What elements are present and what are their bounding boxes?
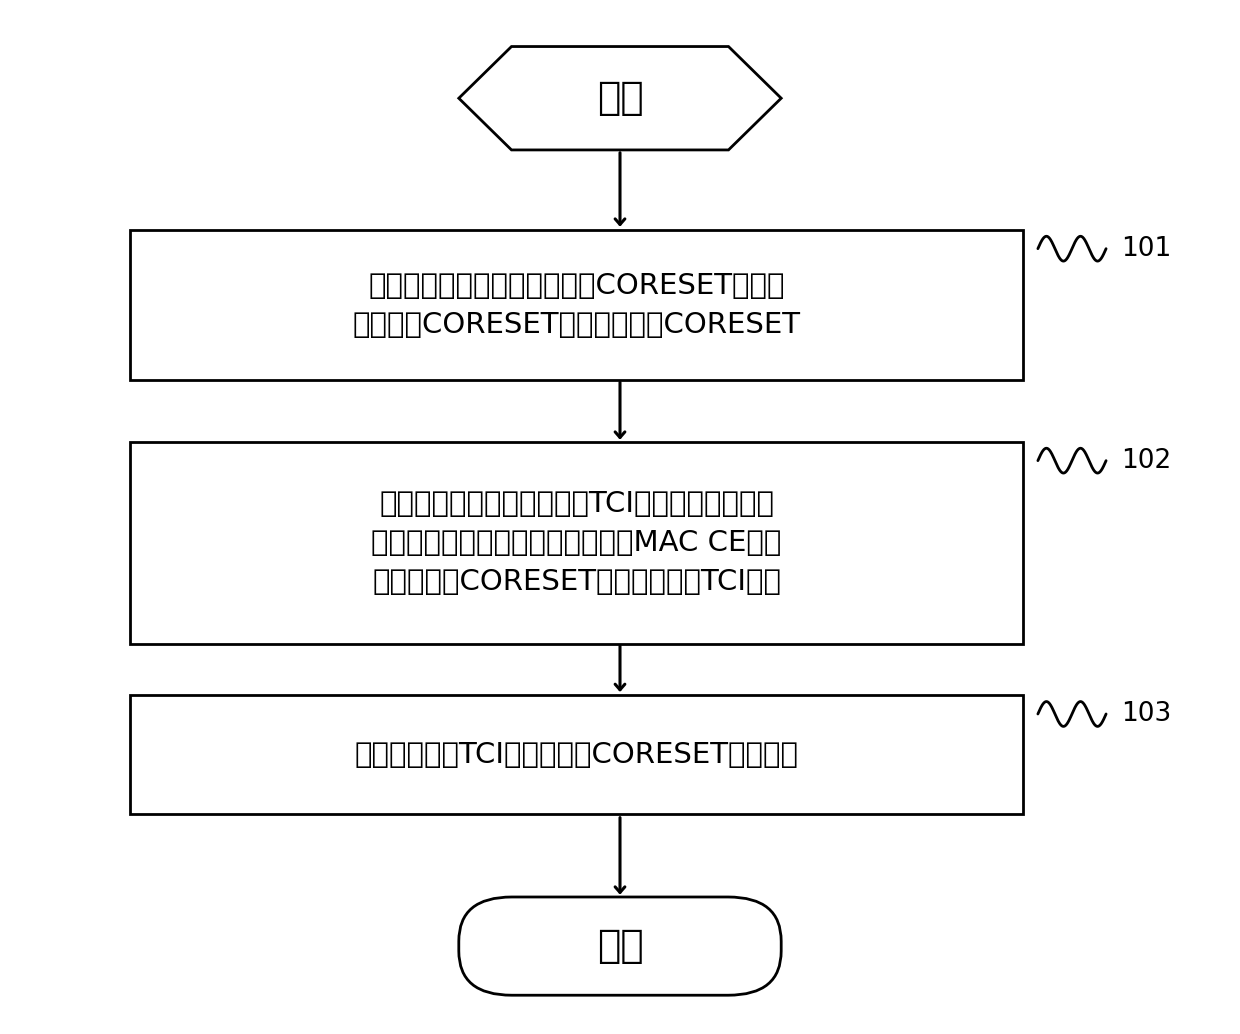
- Text: 接收基站发送的控制资源集合CORESET配置信
息，所述CORESET配置信息指示CORESET: 接收基站发送的控制资源集合CORESET配置信 息，所述CORESET配置信息指…: [352, 272, 801, 338]
- Text: 101: 101: [1121, 236, 1172, 262]
- Text: 结束: 结束: [596, 927, 644, 965]
- Text: 根据所述目标TCI状态对所述CORESET进行监听: 根据所述目标TCI状态对所述CORESET进行监听: [355, 740, 799, 769]
- FancyBboxPatch shape: [130, 695, 1023, 815]
- FancyBboxPatch shape: [130, 231, 1023, 381]
- Polygon shape: [459, 47, 781, 150]
- Text: 开始: 开始: [596, 80, 644, 117]
- FancyBboxPatch shape: [459, 896, 781, 995]
- Text: 103: 103: [1121, 701, 1172, 727]
- FancyBboxPatch shape: [130, 443, 1023, 643]
- Text: 根据预定义的传输配置指示TCI状态或基站发送的
第一下行媒体接入控制层控制元素MAC CE，确
定监听所述CORESET所使用的目标TCI状态: 根据预定义的传输配置指示TCI状态或基站发送的 第一下行媒体接入控制层控制元素M…: [372, 490, 781, 596]
- Text: 102: 102: [1121, 448, 1172, 474]
